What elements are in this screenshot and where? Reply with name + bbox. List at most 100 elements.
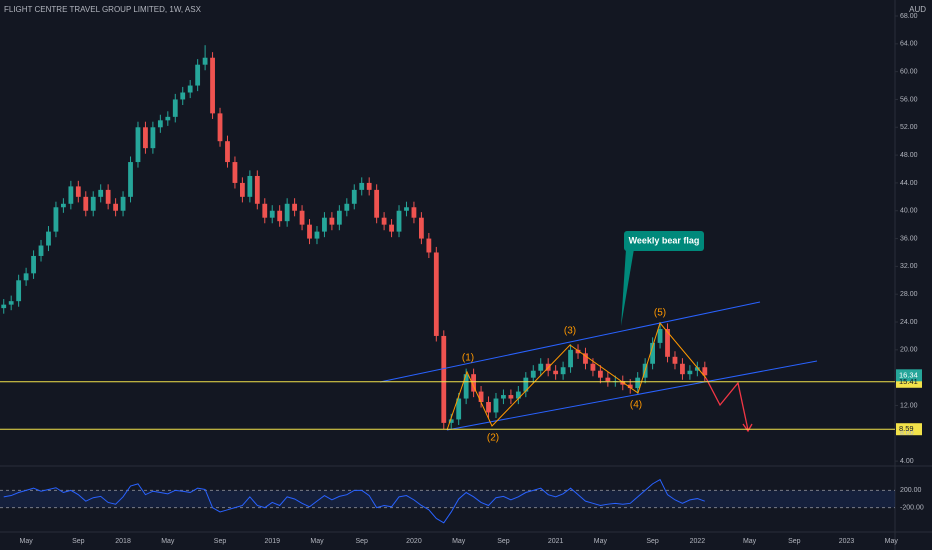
candle-body xyxy=(172,99,178,117)
y-tick-label: 60.00 xyxy=(900,68,918,75)
candle-body xyxy=(627,384,633,389)
candle-body xyxy=(53,207,59,232)
candle-body xyxy=(568,349,573,368)
x-tick-label: May xyxy=(743,538,757,545)
candle-body xyxy=(426,238,432,253)
candle-body xyxy=(694,367,700,371)
candle-body xyxy=(239,182,245,197)
candle-body xyxy=(284,203,290,222)
x-tick-label: 2019 xyxy=(264,538,280,545)
candle-body xyxy=(650,342,656,364)
candle-body xyxy=(523,377,529,392)
candle-body xyxy=(583,353,588,364)
candle-body xyxy=(105,189,111,204)
x-tick-label: Sep xyxy=(646,538,659,545)
candle-body xyxy=(16,280,22,302)
candle-body xyxy=(307,224,312,239)
x-tick-label: 2021 xyxy=(548,538,564,545)
candle-body xyxy=(23,273,29,281)
y-tick-label: 56.00 xyxy=(900,96,918,103)
candle-body xyxy=(672,356,678,364)
candle-body xyxy=(269,210,275,218)
x-tick-label: Sep xyxy=(497,538,510,545)
candle-body xyxy=(665,328,670,357)
candle-body xyxy=(702,367,708,376)
candle-body xyxy=(336,210,342,225)
candle-body xyxy=(463,374,469,399)
candle-body xyxy=(322,217,327,232)
candle-body xyxy=(135,127,141,163)
candle-body xyxy=(433,252,439,336)
candle-body xyxy=(590,363,596,371)
candle-body xyxy=(254,175,260,204)
x-tick-label: Sep xyxy=(355,538,368,545)
candle-body xyxy=(165,116,171,121)
oscillator-line xyxy=(3,478,705,524)
channel-lower xyxy=(446,360,818,431)
x-tick-label: May xyxy=(885,538,899,545)
candle-body xyxy=(530,370,536,378)
y-tick-label: 24.00 xyxy=(900,319,918,326)
x-tick-label: May xyxy=(594,538,608,545)
projection-path xyxy=(705,377,749,431)
y-tick-label: 36.00 xyxy=(900,235,918,242)
candle-body xyxy=(187,85,193,93)
y-tick-label: 28.00 xyxy=(900,291,918,298)
y-tick-label: 68.00 xyxy=(900,13,918,20)
candle-body xyxy=(597,370,603,378)
last-price-bg xyxy=(896,369,922,382)
candle-body xyxy=(366,182,372,190)
candle-body xyxy=(478,391,484,403)
x-tick-label: 2022 xyxy=(690,538,706,545)
y-tick-label: 8.00 xyxy=(900,430,914,437)
callout-box xyxy=(624,231,704,251)
candle-body xyxy=(195,64,201,86)
x-tick-label: 2020 xyxy=(406,538,422,545)
chart-title: FLIGHT CENTRE TRAVEL GROUP LIMITED, 1W, … xyxy=(4,5,202,14)
x-tick-label: May xyxy=(452,538,466,545)
level-label: 15.41 xyxy=(899,377,918,386)
candle-body xyxy=(605,377,611,382)
candle-body xyxy=(344,203,350,211)
x-tick-label: Sep xyxy=(214,538,227,545)
candle-body xyxy=(493,398,499,413)
y-tick-label: 64.00 xyxy=(900,41,918,48)
candle-body xyxy=(314,231,320,239)
candle-body xyxy=(381,217,387,225)
wave-label: (3) xyxy=(564,326,576,337)
candle-body xyxy=(90,196,96,211)
drawings xyxy=(0,231,895,433)
candle-body xyxy=(553,370,559,375)
candle-body xyxy=(143,127,148,149)
candle-body xyxy=(75,186,81,197)
band-fill xyxy=(0,490,895,508)
candle-body xyxy=(456,398,462,420)
candle-body xyxy=(515,391,521,399)
candle-body xyxy=(486,402,491,413)
candle-body xyxy=(1,304,7,309)
candle-body xyxy=(113,203,119,211)
wave-label: (2) xyxy=(487,433,499,444)
x-tick-label: Sep xyxy=(788,538,801,545)
candle-body xyxy=(225,141,230,163)
candle-body xyxy=(351,189,357,204)
candle-body xyxy=(657,328,663,343)
y-tick-label: 20.00 xyxy=(900,347,918,354)
candle-body xyxy=(471,374,477,392)
candle-body xyxy=(232,162,238,183)
candle-body xyxy=(292,203,298,211)
candle-body xyxy=(128,162,133,197)
level-label-bg xyxy=(896,423,922,436)
y-tick-label: 4.00 xyxy=(900,458,914,465)
y-tick-label: 32.00 xyxy=(900,263,918,270)
x-tick-label: 2023 xyxy=(839,538,855,545)
x-tick-label: May xyxy=(310,538,324,545)
candle-body xyxy=(404,207,409,211)
candle-body xyxy=(418,217,424,239)
candle-body xyxy=(277,210,283,222)
candle-body xyxy=(217,113,223,142)
last-price-label: 16.34 xyxy=(899,370,918,379)
